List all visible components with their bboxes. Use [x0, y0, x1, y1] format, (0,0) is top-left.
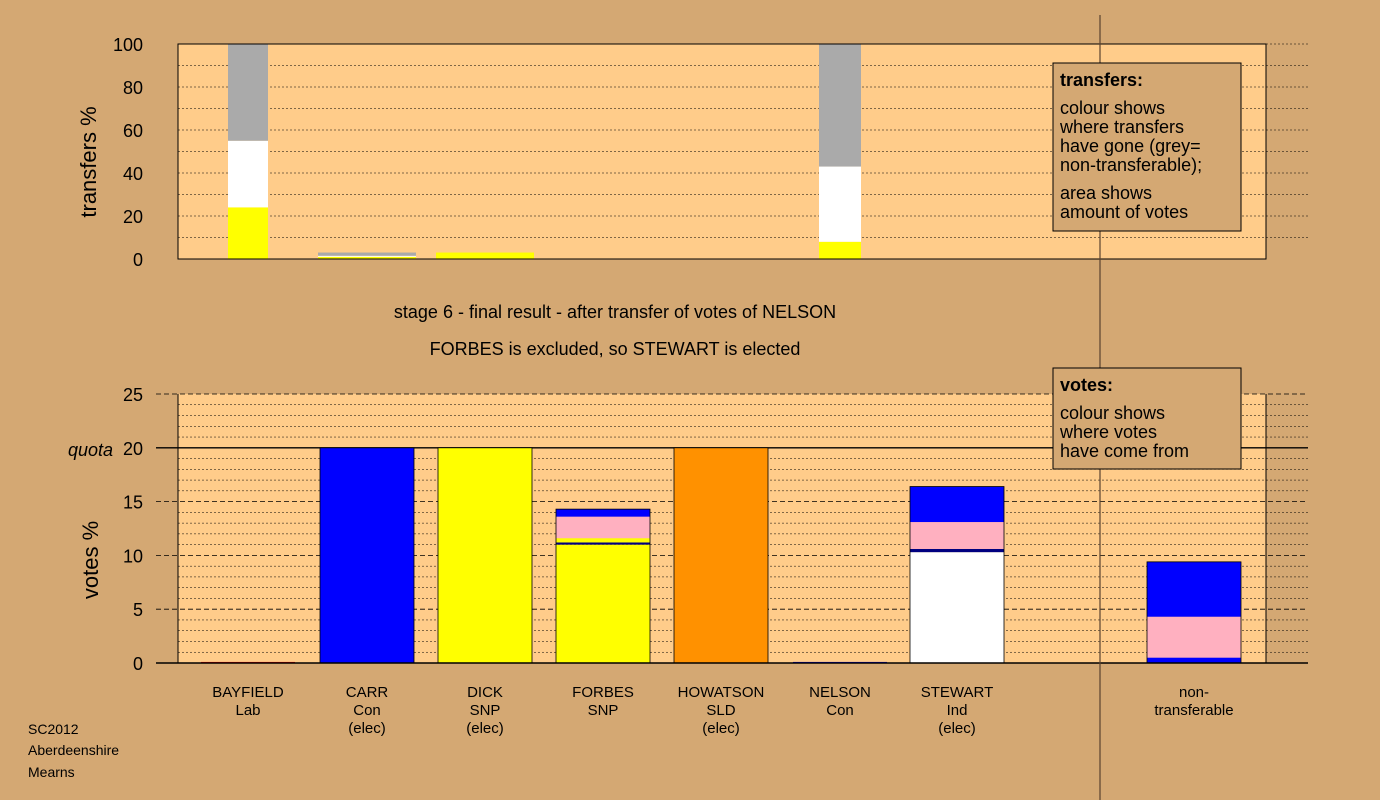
vote-bar-segment [674, 447, 768, 663]
vote-bar-segment [556, 509, 650, 517]
vote-bar-segment [556, 544, 650, 663]
candidate-label: SLD [706, 702, 735, 719]
candidate-label: non- [1179, 684, 1209, 701]
votes-legend-box: votes: colour shows where votes have com… [1052, 367, 1242, 470]
vote-bar-segment [910, 522, 1004, 549]
transfers-legend-line: area shows [1060, 183, 1152, 203]
votes-legend-line: where votes [1059, 422, 1157, 442]
transfers-bars [228, 44, 861, 259]
y-tick-label: 100 [113, 35, 143, 55]
vote-bar-segment [1147, 561, 1241, 617]
transfers-legend-line: amount of votes [1060, 202, 1188, 222]
votes-legend-heading: votes: [1060, 375, 1113, 395]
y-tick-label: 20 [123, 439, 143, 459]
y-tick-label: 0 [133, 654, 143, 674]
footer-election: SC2012 [28, 721, 79, 737]
transfers-legend-heading: transfers: [1060, 70, 1143, 90]
vote-bar-segment [910, 486, 1004, 523]
transfers-legend-line: where transfers [1059, 117, 1184, 137]
vote-bar-segment [910, 548, 1004, 553]
candidate-label: SNP [470, 702, 501, 719]
y-tick-label: 5 [133, 600, 143, 620]
candidate-label: (elec) [938, 720, 976, 737]
transfer-bar-segment [228, 207, 268, 259]
votes-legend-line: have come from [1060, 441, 1189, 461]
candidate-label: STEWART [921, 684, 994, 701]
candidate-label: Con [826, 702, 854, 719]
candidate-label: FORBES [572, 684, 634, 701]
candidate-label: DICK [467, 684, 503, 701]
candidate-label: BAYFIELD [212, 684, 284, 701]
candidate-label: NELSON [809, 684, 871, 701]
result-caption: FORBES is excluded, so STEWART is electe… [430, 339, 801, 359]
vote-bar-segment [1147, 616, 1241, 658]
candidate-label: (elec) [702, 720, 740, 737]
transfer-bar-segment [228, 44, 268, 141]
transfer-bar-segment [819, 241, 861, 259]
transfer-bar-segment [819, 44, 861, 167]
candidate-label: CARR [346, 684, 389, 701]
quota-label: quota [68, 440, 113, 460]
candidate-label: Ind [947, 702, 968, 719]
stage-caption: stage 6 - final result - after transfer … [394, 302, 836, 322]
transfer-bar-segment [436, 252, 534, 259]
y-tick-label: 25 [123, 385, 143, 405]
transfers-legend-line: have gone (grey= [1060, 136, 1201, 156]
transfers-y-ticks: 0 20 40 60 80 100 [113, 35, 143, 270]
votes-y-axis-label: votes % [78, 521, 103, 599]
transfers-plot-border [177, 43, 1267, 260]
votes-bars [201, 447, 1242, 664]
vote-bar-segment [556, 516, 650, 539]
transfers-legend-box: transfers: colour shows where transfers … [1052, 62, 1242, 232]
y-tick-label: 15 [123, 493, 143, 513]
y-tick-label: 0 [133, 250, 143, 270]
footer-ward: Mearns [28, 764, 75, 780]
transfer-bar-segment [228, 140, 268, 208]
y-tick-label: 80 [123, 78, 143, 98]
candidate-label: Lab [235, 702, 260, 719]
transfers-legend-line: colour shows [1060, 98, 1165, 118]
candidate-label: SNP [588, 702, 619, 719]
vote-bar-segment [1147, 657, 1241, 663]
candidate-label: (elec) [348, 720, 386, 737]
vote-bar-segment [556, 538, 650, 543]
transfer-bar-segment [318, 256, 416, 259]
candidate-label: (elec) [466, 720, 504, 737]
vote-bar-segment [438, 447, 532, 663]
candidate-label: Con [353, 702, 381, 719]
transfer-bar-segment [819, 166, 861, 242]
footer-council: Aberdeenshire [28, 742, 119, 758]
candidate-label: HOWATSON [678, 684, 765, 701]
votes-y-ticks: 0 5 10 15 20 25 [123, 385, 143, 674]
candidate-label: transferable [1154, 702, 1233, 719]
vote-bar-segment [320, 447, 414, 663]
transfer-bar-segment [318, 255, 416, 257]
vote-bar-segment [910, 552, 1004, 663]
transfers-y-axis-label: transfers % [76, 106, 101, 217]
vote-bar-segment [556, 542, 650, 545]
candidate-labels: BAYFIELDLabCARRCon(elec)DICKSNP(elec)FOR… [212, 684, 1233, 737]
transfer-bar-segment [318, 252, 416, 256]
y-tick-label: 10 [123, 546, 143, 566]
transfers-legend-line: non-transferable); [1060, 155, 1202, 175]
y-tick-label: 60 [123, 121, 143, 141]
y-tick-label: 20 [123, 207, 143, 227]
y-tick-label: 40 [123, 164, 143, 184]
votes-legend-line: colour shows [1060, 403, 1165, 423]
